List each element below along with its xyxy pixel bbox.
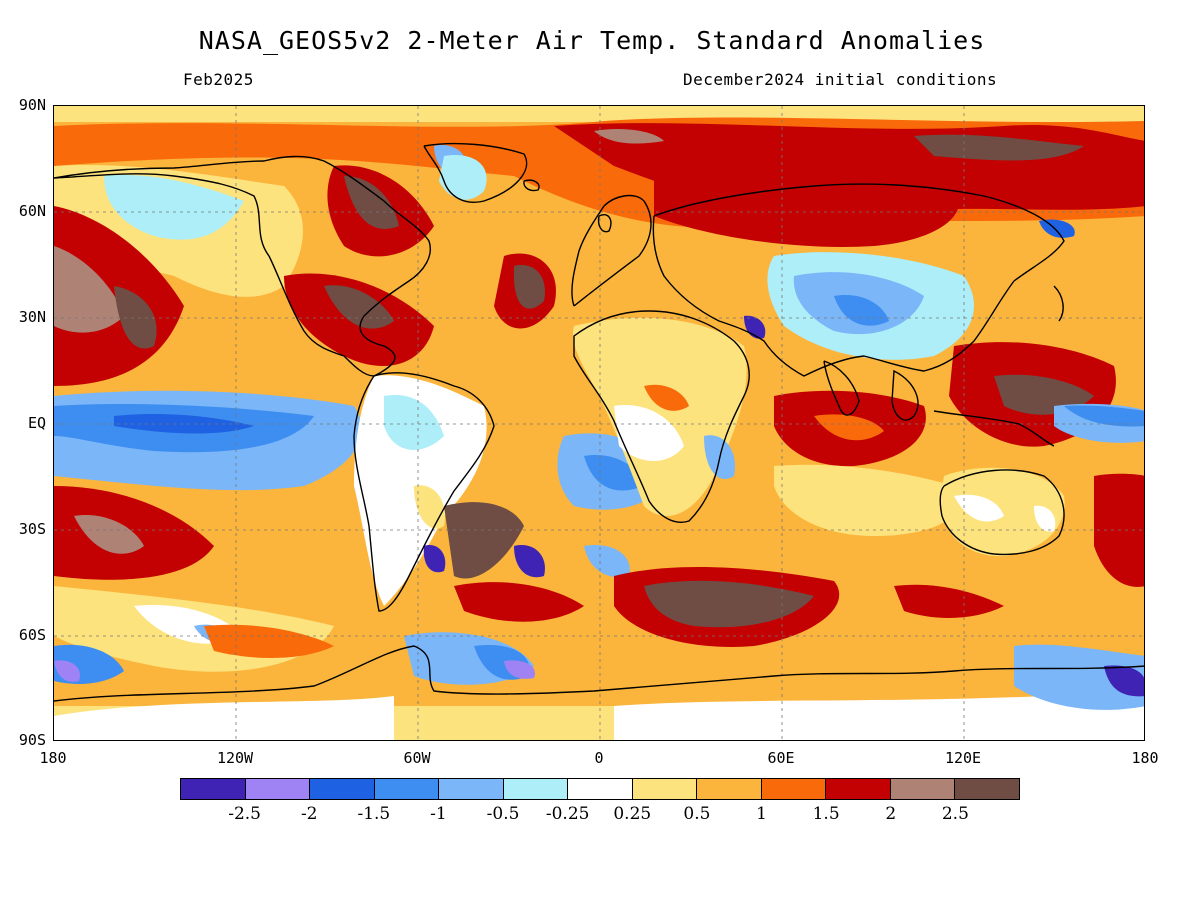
lon-label-180e: 180 bbox=[1131, 749, 1159, 767]
lat-label-60s: 60S bbox=[18, 626, 46, 644]
legend-label: -1.5 bbox=[357, 804, 391, 824]
legend-swatch bbox=[955, 779, 1019, 799]
lat-label-90n: 90N bbox=[18, 96, 46, 114]
legend-label: -2.5 bbox=[228, 804, 261, 824]
color-scale-bar bbox=[180, 778, 1020, 800]
map-title: NASA_GEOS5v2 2-Meter Air Temp. Standard … bbox=[198, 26, 986, 55]
legend-label: 1.5 bbox=[812, 804, 840, 824]
initial-conditions: December2024 initial conditions bbox=[683, 70, 998, 89]
lat-label-30s: 30S bbox=[18, 520, 46, 538]
legend-label: -1 bbox=[430, 804, 447, 824]
legend-swatch bbox=[439, 779, 504, 799]
lat-label-60n: 60N bbox=[18, 202, 46, 220]
legend-label: 2.5 bbox=[941, 804, 969, 824]
legend-label: 0.5 bbox=[683, 804, 711, 824]
anomaly-map-graphic bbox=[54, 106, 1144, 740]
forecast-month: Feb2025 bbox=[183, 70, 254, 89]
legend-swatch bbox=[181, 779, 246, 799]
legend-swatch bbox=[245, 779, 311, 799]
lon-label-60e: 60E bbox=[767, 749, 795, 767]
legend-swatch bbox=[374, 779, 440, 799]
legend-swatch bbox=[310, 779, 375, 799]
legend-label: 2 bbox=[885, 804, 897, 824]
lon-label-60w: 60W bbox=[403, 749, 431, 767]
lon-label-180w: 180 bbox=[39, 749, 67, 767]
legend-swatch bbox=[632, 779, 698, 799]
legend-swatch bbox=[826, 779, 891, 799]
lat-label-90s: 90S bbox=[18, 731, 46, 749]
legend-swatch bbox=[503, 779, 569, 799]
legend-label: 0.25 bbox=[613, 804, 652, 824]
legend-swatch bbox=[697, 779, 762, 799]
legend-swatch bbox=[761, 779, 827, 799]
lat-label-eq: EQ bbox=[27, 414, 46, 432]
lon-label-0: 0 bbox=[594, 749, 604, 767]
legend-label: -0.5 bbox=[486, 804, 520, 824]
legend-swatch bbox=[890, 779, 956, 799]
legend-swatch bbox=[568, 779, 633, 799]
anomaly-map bbox=[53, 105, 1145, 741]
legend-label: -2 bbox=[300, 804, 318, 824]
lon-label-120e: 120E bbox=[944, 749, 982, 767]
legend-label: -0.25 bbox=[545, 804, 590, 824]
lon-label-120w: 120W bbox=[216, 749, 254, 767]
lat-label-30n: 30N bbox=[18, 308, 46, 326]
legend-label: 1 bbox=[756, 804, 767, 824]
